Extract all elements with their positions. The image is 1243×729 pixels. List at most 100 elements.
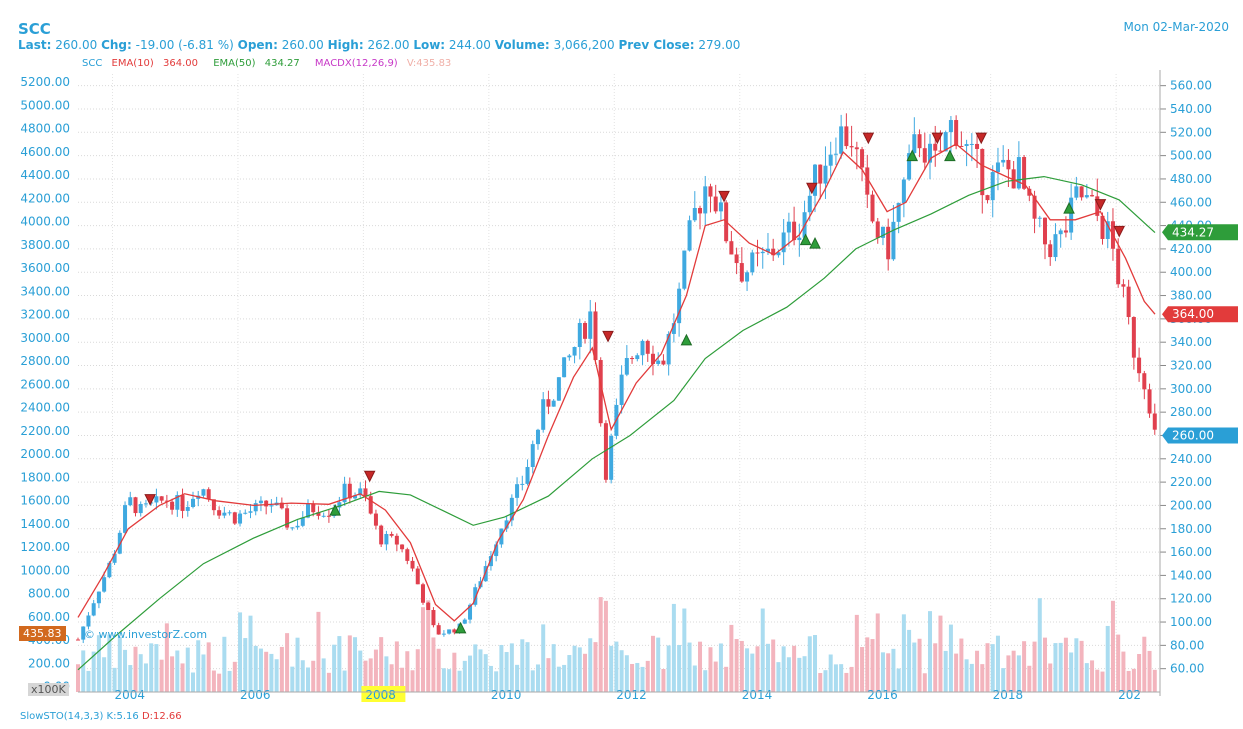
volume-bar <box>1131 668 1136 692</box>
volume-bar <box>865 637 870 692</box>
candle-body <box>248 511 253 513</box>
volume-bar <box>640 666 645 692</box>
candlestick-series <box>76 113 1157 644</box>
low-value: 244.00 <box>448 38 491 52</box>
volume-bar <box>274 659 279 692</box>
volume-bar <box>133 646 138 692</box>
sell-signal-marker <box>363 470 376 483</box>
time-tick-label: 2008 <box>365 688 396 702</box>
candle-body <box>718 202 723 212</box>
price-tick-label: 420.00 <box>1170 242 1212 256</box>
candle-body <box>342 483 347 503</box>
candle-body <box>76 639 80 641</box>
volume-bar <box>750 653 755 692</box>
volume-bar <box>1027 665 1032 692</box>
candle-body <box>1105 221 1110 239</box>
volume-bar <box>248 615 253 692</box>
price-tick-label: 200.00 <box>1170 498 1212 512</box>
candle-body <box>279 502 284 509</box>
volume-bar <box>698 641 703 692</box>
candle-body <box>269 505 274 507</box>
chart-grid <box>78 74 1160 692</box>
candle-body <box>698 207 703 214</box>
volume-bar <box>258 648 263 692</box>
volume-bar <box>969 663 974 692</box>
candle-body <box>687 220 692 251</box>
volume-bar <box>405 651 410 692</box>
volume-bar <box>1105 625 1110 692</box>
candle-body <box>964 144 969 147</box>
legend-ema50: EMA(50) 434.27 <box>213 58 306 69</box>
volume-value: 3,066,200 <box>553 38 615 52</box>
volume-axis-label: 1800.00 <box>20 470 70 484</box>
ema10-badge: 364.00 <box>1172 307 1214 321</box>
candle-body <box>107 562 112 578</box>
candle-body <box>1001 159 1006 163</box>
candle-body <box>384 533 389 545</box>
volume-bar <box>1048 663 1053 692</box>
volume-bar <box>739 640 744 692</box>
time-tick-label: 2016 <box>867 688 898 702</box>
volume-bar <box>802 656 807 692</box>
volume-bar <box>661 669 666 692</box>
last-price-badge: 260.00 <box>1172 428 1214 442</box>
volume-bar <box>771 639 776 692</box>
volume-axis-label: 3800.00 <box>20 238 70 252</box>
volume-axis-label: 2000.00 <box>20 447 70 461</box>
volume-bar <box>786 657 791 692</box>
volume-bar <box>1147 650 1152 692</box>
price-tick-label: 480.00 <box>1170 172 1212 186</box>
volume-bar <box>818 673 823 692</box>
candle-body <box>201 489 206 496</box>
candle-body <box>677 288 682 324</box>
candle-body <box>473 587 478 605</box>
candle-body <box>253 503 258 512</box>
volume-bar <box>499 645 504 692</box>
candle-body <box>703 186 708 214</box>
volume-label: Volume: <box>494 38 550 52</box>
buy-signal-marker <box>454 621 467 634</box>
volume-bar <box>567 655 572 692</box>
legend-volume: V:435.83 <box>406 58 452 69</box>
candle-body <box>880 226 885 238</box>
legend-ema10-label: EMA(10) <box>111 58 154 69</box>
candle-body <box>828 154 833 166</box>
volume-bar <box>1069 652 1074 692</box>
volume-bar <box>813 635 818 692</box>
candle-body <box>358 488 363 496</box>
candle-body <box>1116 248 1121 285</box>
volume-bar <box>917 638 922 692</box>
price-tick-label: 160.00 <box>1170 545 1212 559</box>
candle-body <box>1074 186 1079 198</box>
volume-bar <box>630 663 635 692</box>
volume-bar <box>462 660 467 692</box>
candle-body <box>206 489 211 500</box>
candle-body <box>865 167 870 195</box>
volume-bar <box>520 639 525 692</box>
volume-bar <box>447 669 452 692</box>
candle-body <box>285 508 290 528</box>
volume-bar <box>305 667 310 692</box>
volume-bar <box>1095 669 1100 692</box>
volume-bar <box>201 654 206 692</box>
high-label: High: <box>327 38 364 52</box>
candle-body <box>1090 195 1095 197</box>
volume-bar <box>488 665 493 692</box>
candle-body <box>353 495 358 499</box>
volume-bar <box>1043 637 1048 692</box>
volume-bar <box>478 649 483 692</box>
candle-body <box>635 355 640 360</box>
price-tick-label: 300.00 <box>1170 382 1212 396</box>
candle-body <box>954 120 959 146</box>
candle-body <box>603 423 608 480</box>
open-label: Open: <box>237 38 278 52</box>
candle-body <box>771 248 776 256</box>
volume-bar <box>326 672 331 692</box>
candle-body <box>81 626 86 640</box>
candle-body <box>1043 217 1048 245</box>
volume-bar <box>394 641 399 692</box>
candle-body <box>426 602 431 611</box>
candle-body <box>441 633 446 635</box>
candle-body <box>1048 244 1053 258</box>
